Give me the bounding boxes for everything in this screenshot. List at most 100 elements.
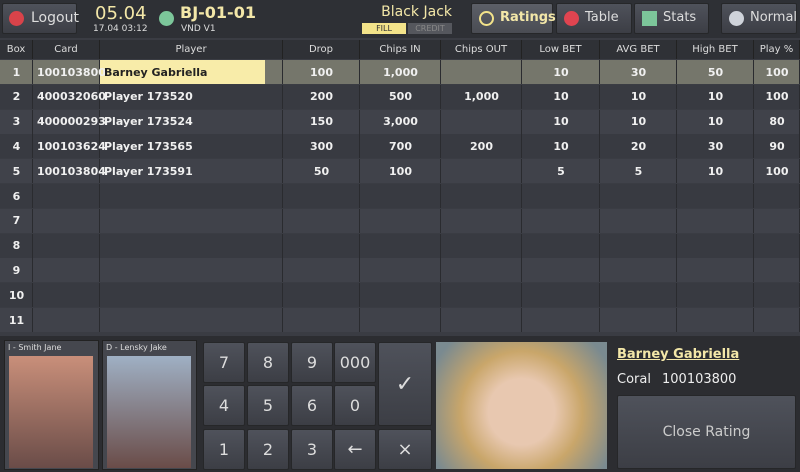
credit-badge[interactable]: CREDIT: [408, 23, 452, 34]
table-cell: 10: [553, 65, 569, 79]
keypad-key[interactable]: 7: [203, 342, 245, 383]
table-row[interactable]: [0, 109, 800, 134]
table-row[interactable]: [0, 283, 800, 308]
table-row[interactable]: [0, 258, 800, 283]
column-header[interactable]: Low BET: [522, 40, 600, 59]
table-cell: 700: [389, 139, 412, 153]
grid-divider: [32, 208, 33, 233]
table-row[interactable]: [0, 84, 800, 109]
player-level: Coral: [617, 372, 651, 387]
grid-divider: [521, 84, 522, 109]
keypad-key[interactable]: 3: [291, 429, 333, 470]
table-cell: Player 173520: [104, 90, 193, 104]
column-header[interactable]: High BET: [677, 40, 754, 59]
grid-divider: [359, 208, 360, 233]
table-cell: Player 173565: [104, 139, 193, 153]
keypad-key[interactable]: 6: [291, 385, 333, 426]
grid-divider: [359, 308, 360, 332]
column-header[interactable]: Box: [0, 40, 33, 59]
tab-label: Ratings: [500, 10, 556, 25]
column-header[interactable]: Card: [33, 40, 100, 59]
grid-divider: [440, 109, 441, 134]
grid-divider: [676, 233, 677, 258]
table-cell: 30: [630, 65, 647, 79]
keypad-key[interactable]: 1: [203, 429, 245, 470]
table-cell: 5: [12, 164, 21, 178]
keypad-key[interactable]: 2: [247, 429, 289, 470]
column-header[interactable]: Play %: [754, 40, 800, 59]
column-header[interactable]: Chips OUT: [441, 40, 522, 59]
table-cell: 20: [630, 139, 647, 153]
table-row[interactable]: [0, 208, 800, 233]
table-cell: 200: [310, 90, 333, 104]
game-name: Black Jack: [381, 4, 452, 20]
datetime: 17.04 03:12: [93, 24, 148, 34]
fill-badge[interactable]: FILL: [362, 23, 406, 34]
grid-divider: [676, 208, 677, 233]
grid-divider: [32, 60, 33, 84]
grid-divider: [282, 109, 283, 134]
grid-divider: [99, 109, 100, 134]
grid-divider: [753, 283, 754, 308]
keypad-key[interactable]: 4: [203, 385, 245, 426]
player-name[interactable]: Barney Gabriella: [617, 347, 740, 362]
dealer-photo: [9, 356, 93, 468]
keypad-key[interactable]: 9: [291, 342, 333, 383]
grid-divider: [599, 258, 600, 283]
keypad-key[interactable]: 0: [334, 385, 376, 426]
grid-divider: [359, 159, 360, 184]
grid-divider: [676, 184, 677, 208]
table-cell: 100: [765, 65, 789, 79]
column-header[interactable]: Player: [100, 40, 283, 59]
power-icon: [9, 11, 24, 26]
column-header[interactable]: Chips IN: [360, 40, 441, 59]
table-cell: 100103624: [37, 139, 106, 153]
grid-divider: [440, 233, 441, 258]
grid-divider: [440, 84, 441, 109]
grid-divider: [32, 184, 33, 208]
keypad-key[interactable]: 5: [247, 385, 289, 426]
table-cell: 400000293: [37, 115, 106, 129]
table-row[interactable]: [0, 184, 800, 208]
dealer-label: I - Smith Jane: [8, 343, 62, 352]
table-cell: 11: [8, 313, 25, 327]
close-rating-button[interactable]: Close Rating: [617, 395, 796, 469]
grid-divider: [440, 283, 441, 308]
table-cell: 90: [769, 139, 785, 153]
grid-divider: [521, 159, 522, 184]
table-cell: 50: [313, 164, 330, 178]
clear-key[interactable]: ×: [378, 429, 432, 470]
grid-divider: [359, 84, 360, 109]
grid-divider: [99, 233, 100, 258]
table-row[interactable]: [0, 233, 800, 258]
column-header[interactable]: AVG BET: [600, 40, 677, 59]
grid-divider: [282, 308, 283, 332]
grid-divider: [99, 308, 100, 332]
grid-divider: [676, 60, 677, 84]
grid-divider: [32, 258, 33, 283]
grid-divider: [359, 233, 360, 258]
tab-label: Normal: [750, 10, 798, 25]
grid-divider: [359, 109, 360, 134]
grid-divider: [282, 184, 283, 208]
table-id: BJ-01-01: [180, 3, 256, 22]
grid-divider: [32, 233, 33, 258]
grid-divider: [99, 208, 100, 233]
grid-divider: [99, 159, 100, 184]
grid-divider: [753, 60, 754, 84]
grid-divider: [599, 159, 600, 184]
backspace-key[interactable]: ←: [334, 429, 376, 470]
column-header[interactable]: Drop: [283, 40, 360, 59]
table-cell: 9: [12, 263, 21, 277]
table-row[interactable]: [0, 134, 800, 159]
table-cell: 1: [12, 65, 21, 79]
tab-icon: [642, 11, 657, 26]
keypad-key[interactable]: 000: [334, 342, 376, 383]
keypad-key[interactable]: 8: [247, 342, 289, 383]
grid-divider: [440, 208, 441, 233]
table-row[interactable]: [0, 308, 800, 332]
grid-divider: [676, 258, 677, 283]
confirm-key[interactable]: ✓: [378, 342, 432, 426]
grid-divider: [676, 109, 677, 134]
table-row[interactable]: [0, 159, 800, 184]
